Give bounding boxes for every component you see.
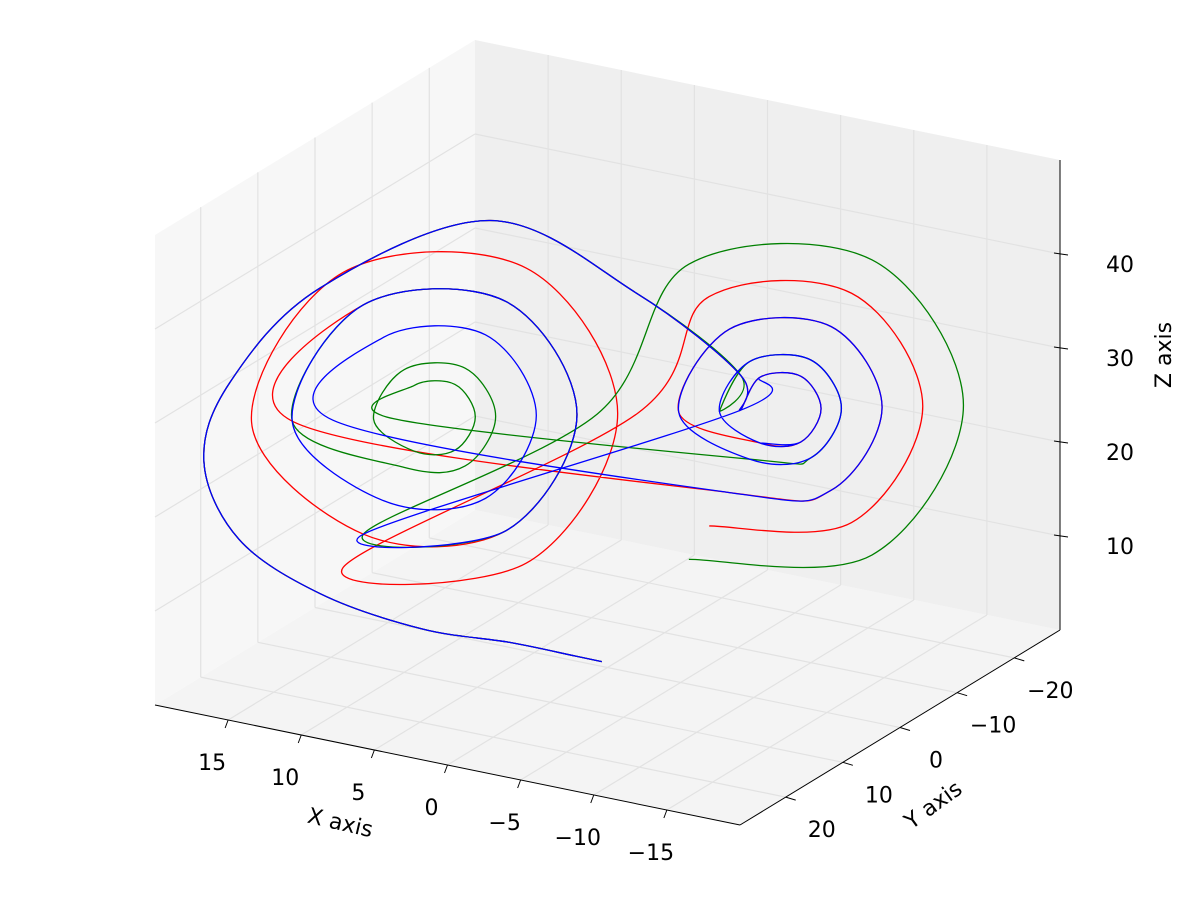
- grid-line: [429, 537, 1015, 659]
- z-tick: [1053, 346, 1069, 350]
- y-tick-label: 10: [865, 783, 893, 808]
- y-tick-label: −20: [1027, 679, 1073, 704]
- grid-line: [200, 676, 786, 798]
- z-tick: [1053, 440, 1069, 444]
- y-tick-label: −10: [970, 714, 1016, 739]
- y-tick: [785, 796, 796, 801]
- x-tick-label: 5: [351, 781, 365, 806]
- x-tick: [663, 809, 668, 819]
- y-tick: [842, 761, 854, 766]
- z-tick-label: 10: [1106, 535, 1134, 560]
- y-tick-label: 0: [929, 749, 943, 774]
- y-tick: [956, 692, 968, 697]
- grid-line: [314, 606, 901, 729]
- x-tick: [297, 734, 302, 744]
- y-tick: [899, 727, 911, 731]
- x-tick: [517, 779, 522, 789]
- trajectory: [203, 219, 883, 663]
- z-tick: [1053, 534, 1069, 538]
- z-axis-label: Z axis: [1152, 322, 1177, 388]
- x-tick-label: −15: [628, 841, 674, 866]
- z-tick: [1053, 252, 1069, 256]
- grid-line: [474, 415, 1061, 537]
- x-tick: [224, 719, 229, 729]
- grid: [154, 55, 1061, 811]
- trajectories: [203, 219, 965, 663]
- grid-line: [372, 572, 958, 694]
- grid-line: [257, 641, 843, 763]
- grid-line: [154, 227, 476, 424]
- axes: 15 10 5 0 −5 −10 −15 −20 −10 0 10 20 10 20 30 40: [154, 160, 1134, 866]
- z-tick-label: 40: [1106, 253, 1134, 278]
- grid-line: [154, 415, 476, 612]
- x-tick: [370, 749, 375, 759]
- grid-line: [474, 133, 1061, 255]
- y-axis-label: Y axis: [899, 777, 967, 836]
- z-tick-label: 20: [1106, 441, 1134, 466]
- x-tick: [444, 764, 448, 774]
- x-tick-label: 0: [425, 796, 439, 821]
- grid-line: [154, 133, 476, 330]
- x-axis-label: X axis: [305, 804, 375, 843]
- y-tick-label: 20: [808, 818, 836, 843]
- y-tick: [1014, 657, 1025, 662]
- x-tick-label: −5: [488, 811, 520, 836]
- x-tick-label: 10: [271, 766, 299, 791]
- x-tick-label: −10: [555, 826, 601, 851]
- grid-line: [474, 227, 1061, 349]
- x-tick-label: 15: [198, 751, 226, 776]
- z-tick-label: 30: [1106, 347, 1134, 372]
- x-tick: [590, 794, 595, 804]
